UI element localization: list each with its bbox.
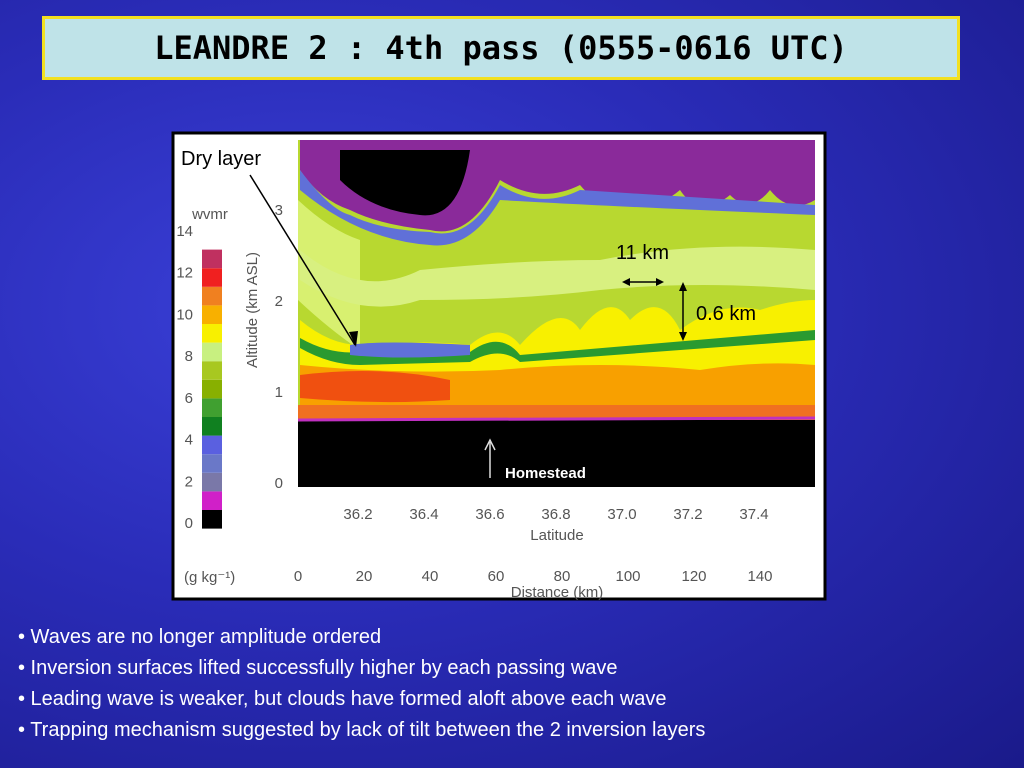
colorbar-swatch <box>202 361 222 380</box>
colorbar-swatch <box>202 454 222 473</box>
distance-axis-label: Distance (km) <box>511 584 604 601</box>
colorbar-tick-label: 4 <box>185 432 193 449</box>
bullet-list: • Waves are no longer amplitude ordered •… <box>18 622 705 746</box>
y-tick-label: 2 <box>275 293 283 310</box>
colorbar-swatch <box>202 379 222 399</box>
colorbar-swatch <box>202 305 222 324</box>
colorbar-swatch <box>202 398 222 417</box>
x-axis-label: Latitude <box>530 527 583 544</box>
colorbar-tick-label: 0 <box>185 515 193 532</box>
distance-tick-label: 40 <box>422 568 439 585</box>
wavelength-label: 11 km <box>616 242 669 264</box>
colorbar-swatch <box>202 435 222 455</box>
colorbar-title: wvmr <box>191 206 228 223</box>
distance-tick-label: 140 <box>747 568 772 585</box>
colorbar-tick-label: 6 <box>185 390 193 407</box>
y-tick-label: 0 <box>275 475 283 492</box>
lidar-image <box>297 140 816 487</box>
bullet: • Waves are no longer amplitude ordered <box>18 626 382 648</box>
y-tick-label: 1 <box>275 384 283 401</box>
colorbar-tick-label: 8 <box>185 348 193 365</box>
x-tick-label: 36.8 <box>541 506 570 523</box>
amplitude-label: 0.6 km <box>696 303 756 325</box>
distance-tick-label: 60 <box>488 568 505 585</box>
figure: Dry layer 11 km 0.6 km Homestead Altitud… <box>171 131 827 601</box>
title: LEANDRE 2 : 4th pass (0555-0616 UTC) <box>42 16 960 80</box>
distance-tick-label: 0 <box>294 568 302 585</box>
colorbar-swatch <box>202 268 222 287</box>
colorbar-swatch <box>202 342 222 362</box>
colorbar-swatch <box>202 324 222 343</box>
colorbar-swatch <box>202 510 222 529</box>
x-tick-label: 36.2 <box>343 506 372 523</box>
distance-tick-label: 120 <box>681 568 706 585</box>
distance-tick-label: 100 <box>615 568 640 585</box>
colorbar-swatch <box>202 491 222 510</box>
x-tick-label: 37.0 <box>607 506 636 523</box>
x-tick-label: 36.6 <box>475 506 504 523</box>
colorbar <box>202 249 222 529</box>
site-label: Homestead <box>505 465 586 482</box>
arrow-head <box>349 331 358 347</box>
bullet: • Trapping mechanism suggested by lack o… <box>18 719 706 741</box>
colorbar-swatch <box>202 417 222 436</box>
colorbar-tick-label: 14 <box>176 223 193 240</box>
colorbar-tick-label: 10 <box>176 306 193 323</box>
x-tick-label: 37.2 <box>673 506 702 523</box>
colorbar-tick-label: 2 <box>185 473 193 490</box>
dry-layer-pointer <box>249 174 356 346</box>
colorbar-swatch <box>202 472 222 492</box>
colorbar-unit: (g kg⁻¹) <box>184 569 235 586</box>
dry-layer-label: Dry layer <box>181 148 261 170</box>
bullet: • Inversion surfaces lifted successfully… <box>18 657 618 679</box>
x-tick-label: 36.4 <box>409 506 438 523</box>
y-tick-label: 3 <box>275 202 283 219</box>
distance-tick-label: 20 <box>356 568 373 585</box>
y-axis-label: Altitude (km ASL) <box>244 252 261 368</box>
distance-tick-label: 80 <box>554 568 571 585</box>
colorbar-swatch <box>202 249 222 269</box>
x-tick-label: 37.4 <box>739 506 768 523</box>
colorbar-tick-label: 12 <box>176 265 193 282</box>
colorbar-swatch <box>202 286 222 306</box>
bullet: • Leading wave is weaker, but clouds hav… <box>18 688 667 710</box>
